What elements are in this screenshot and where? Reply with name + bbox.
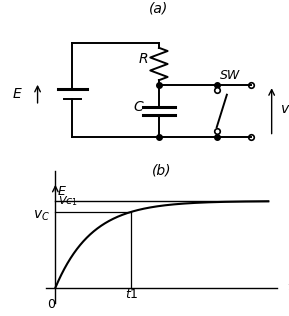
Text: $t \rightarrow$: $t \rightarrow$: [287, 281, 289, 294]
Text: $\mathit{v}_C$: $\mathit{v}_C$: [280, 104, 289, 118]
Text: $t1$: $t1$: [125, 288, 138, 301]
Text: SW: SW: [220, 69, 240, 82]
Text: 0: 0: [47, 298, 55, 311]
Text: E: E: [13, 87, 22, 101]
Text: (a): (a): [149, 2, 168, 15]
Text: E: E: [58, 185, 66, 198]
Text: $\mathit{v}_C$: $\mathit{v}_C$: [33, 208, 50, 223]
Text: R: R: [139, 52, 148, 66]
Text: $Vc_1$: $Vc_1$: [58, 195, 78, 208]
Text: (b): (b): [152, 164, 172, 178]
Text: C: C: [133, 100, 143, 114]
